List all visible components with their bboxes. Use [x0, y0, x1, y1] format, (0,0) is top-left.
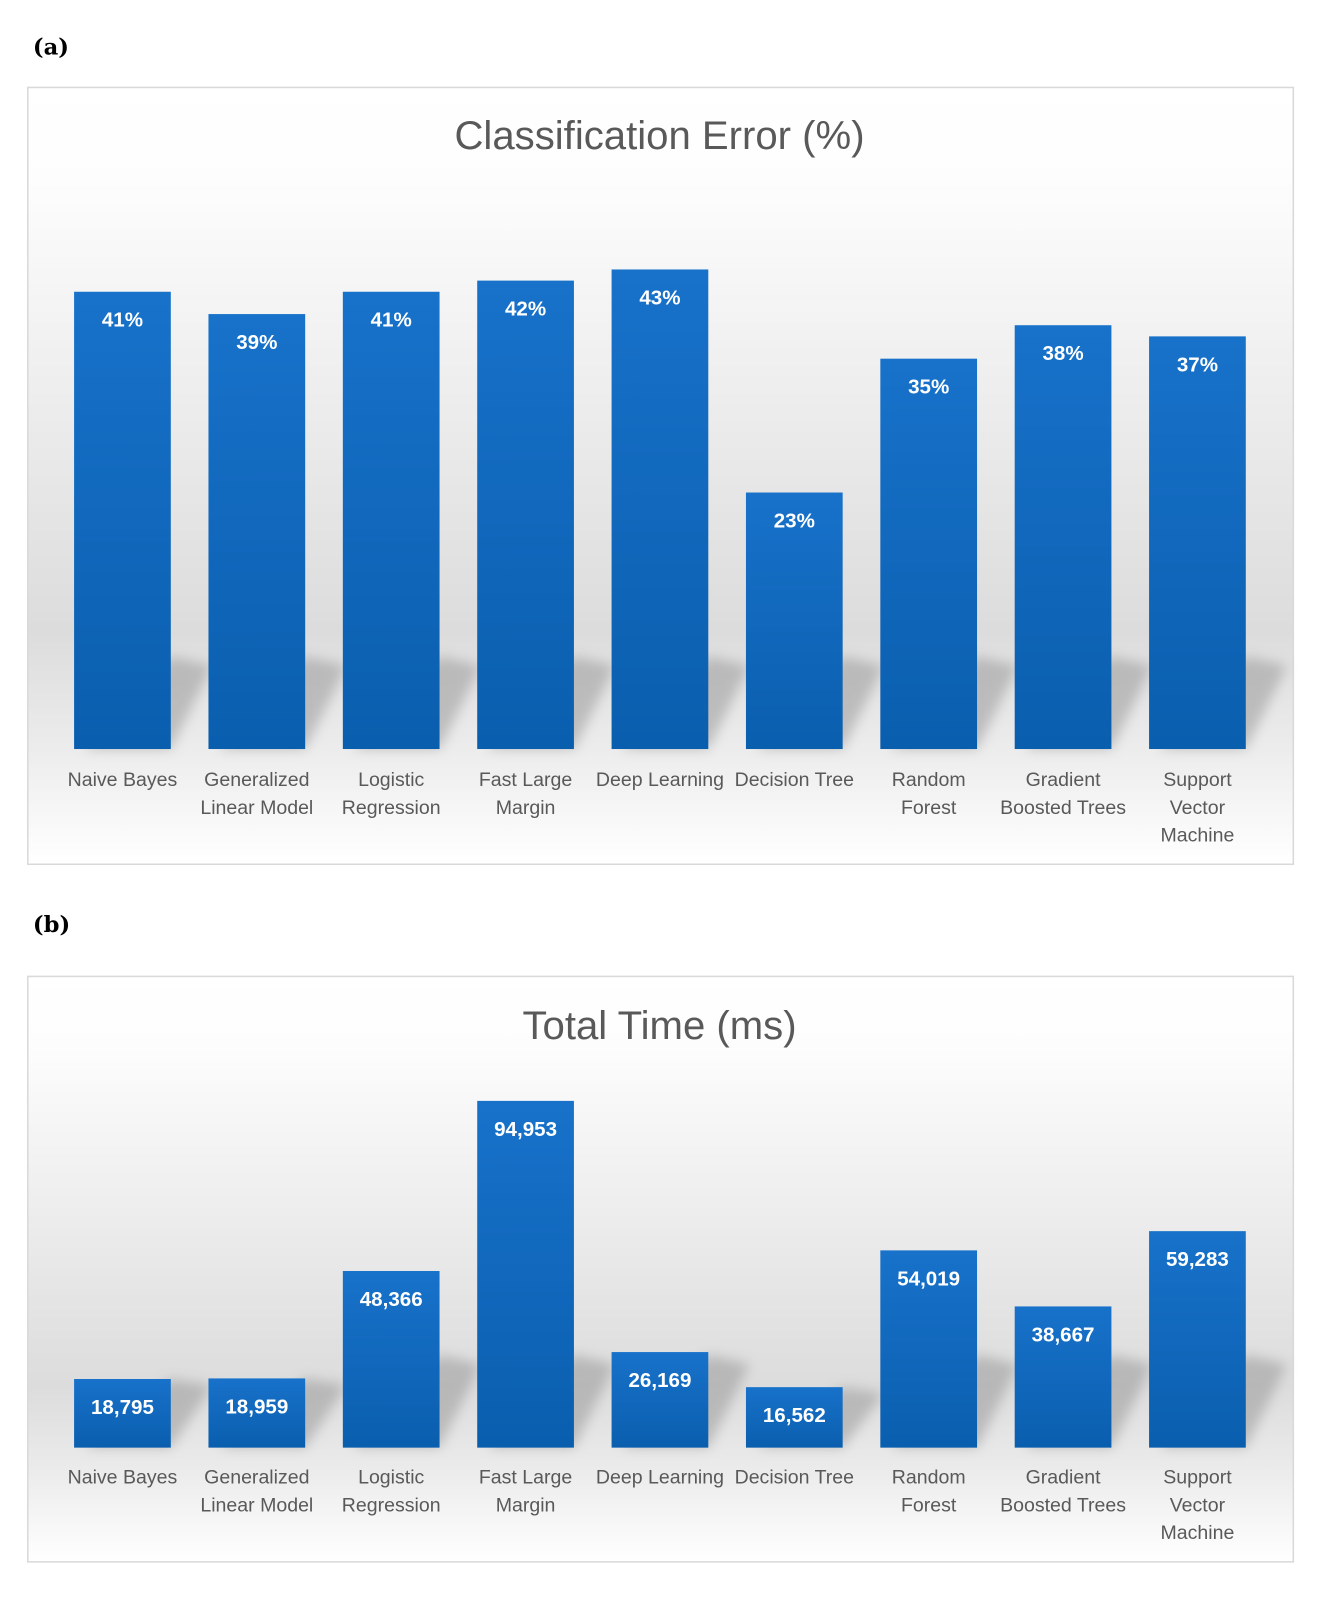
category-tick-label: Fast Large	[479, 769, 572, 791]
bar	[880, 1250, 978, 1448]
bar	[74, 1379, 171, 1448]
category-tick-label: Boosted Trees	[1000, 797, 1126, 819]
data-label: 23%	[774, 509, 815, 532]
bar	[1149, 1231, 1246, 1448]
category-tick-label: Naive Bayes	[68, 769, 178, 791]
category-tick-label: Margin	[496, 797, 556, 819]
bar	[745, 1387, 843, 1448]
data-label: 18,959	[225, 1395, 288, 1418]
bar	[1014, 1306, 1112, 1448]
category-tick-label: Vector	[1170, 797, 1226, 819]
data-label: 42%	[505, 298, 546, 321]
bar	[880, 358, 978, 750]
data-label: 16,562	[763, 1404, 826, 1427]
category-tick-label: Support	[1163, 769, 1232, 791]
bar	[208, 314, 306, 750]
category-tick-label: Deep Learning	[596, 1467, 724, 1489]
data-label: 38%	[1042, 342, 1083, 365]
category-tick-label: Decision Tree	[735, 769, 854, 791]
bar	[477, 280, 574, 750]
data-label: 48,366	[360, 1288, 423, 1311]
classification-error-chart: Classification Error (%) 41% Naive Bayes 39…	[27, 86, 1295, 866]
chart-title: Total Time (ms)	[522, 1003, 796, 1048]
category-tick-label: Deep Learning	[596, 769, 724, 791]
data-label: 37%	[1177, 353, 1218, 376]
category-tick-label: Vector	[1170, 1494, 1226, 1516]
data-label: 54,019	[897, 1267, 960, 1290]
chart-frame	[27, 975, 1295, 1563]
category-tick-label: Fast Large	[479, 1467, 572, 1489]
bar	[1014, 325, 1112, 750]
bar	[342, 1271, 440, 1448]
data-label: 26,169	[628, 1369, 691, 1392]
category-tick-label: Gradient	[1026, 769, 1101, 791]
bar	[208, 1378, 306, 1448]
data-label: 39%	[236, 331, 277, 354]
category-tick-label: Margin	[496, 1494, 556, 1516]
chart-title: Classification Error (%)	[454, 113, 864, 158]
bar	[745, 492, 843, 750]
category-tick-label: Machine	[1161, 825, 1235, 847]
category-tick-label: Regression	[342, 1494, 441, 1516]
category-tick-label: Generalized	[204, 1467, 309, 1489]
category-tick-label: Generalized	[204, 769, 309, 791]
category-tick-label: Forest	[901, 1494, 957, 1516]
category-tick-label: Machine	[1161, 1522, 1235, 1544]
category-tick-label: Linear Model	[200, 797, 313, 819]
data-label: 41%	[102, 309, 143, 332]
data-label: 94,953	[494, 1118, 557, 1141]
data-label: 35%	[908, 376, 949, 399]
category-tick-label: Forest	[901, 797, 957, 819]
bar	[477, 1100, 574, 1448]
category-tick-label: Random	[892, 769, 966, 791]
data-label: 41%	[371, 309, 412, 332]
category-tick-label: Naive Bayes	[68, 1467, 178, 1489]
bar	[611, 269, 709, 750]
category-tick-label: Support	[1163, 1467, 1232, 1489]
bar	[1149, 336, 1246, 750]
category-tick-label: Regression	[342, 797, 441, 819]
category-tick-label: Linear Model	[200, 1494, 313, 1516]
category-tick-label: Gradient	[1026, 1467, 1101, 1489]
data-label: 18,795	[91, 1396, 154, 1419]
category-tick-label: Boosted Trees	[1000, 1494, 1126, 1516]
data-label: 38,667	[1032, 1323, 1095, 1346]
bar	[74, 291, 171, 750]
category-tick-label: Decision Tree	[735, 1467, 854, 1489]
panel-label-b: (b)	[33, 912, 70, 938]
category-tick-label: Logistic	[358, 769, 424, 791]
data-label: 59,283	[1166, 1248, 1229, 1271]
bar	[342, 291, 440, 750]
panel-label-a: (a)	[33, 35, 69, 61]
category-tick-label: Random	[892, 1467, 966, 1489]
bar	[611, 1352, 709, 1448]
data-label: 43%	[639, 286, 680, 309]
total-time-chart: Total Time (ms) 18,795 Naive Bayes 18,959 Ge…	[27, 975, 1295, 1563]
category-tick-label: Logistic	[358, 1467, 424, 1489]
